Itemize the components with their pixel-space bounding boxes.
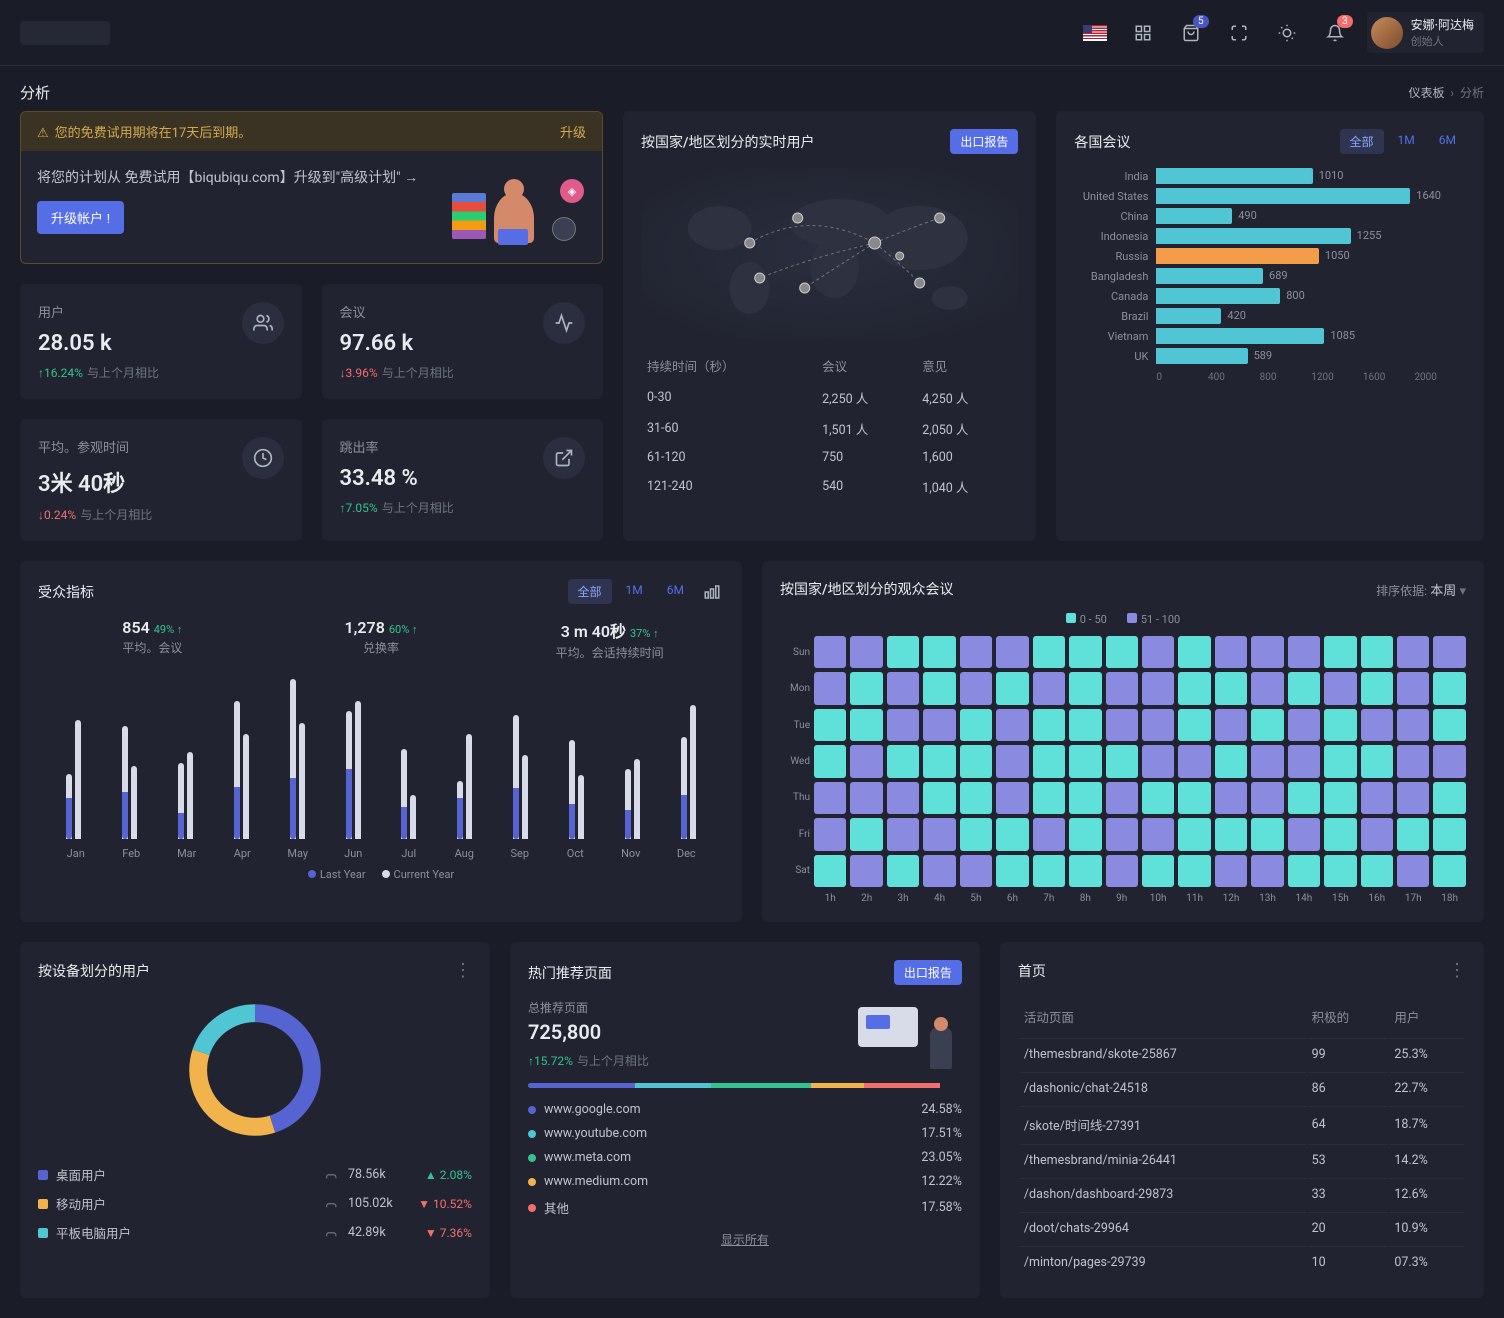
chart-settings-icon[interactable] [700, 580, 724, 604]
clock-icon [242, 437, 284, 479]
cart-icon[interactable]: 5 [1175, 17, 1207, 49]
referral-row: www.google.com 24.58% [528, 1102, 962, 1117]
ref-total-label: 总推荐页面 [528, 999, 649, 1016]
breadcrumb: 仪表板 › 分析 [1408, 84, 1484, 101]
device-legend-row: 平板电脑用户 42.89k ▼ 7.36% [38, 1223, 472, 1242]
external-icon [543, 437, 585, 479]
breadcrumb-current: 分析 [1460, 86, 1484, 100]
ref-total-value: 725,800 [528, 1020, 649, 1044]
filter-6M[interactable]: 6M [1429, 129, 1466, 154]
table-row[interactable]: /minton/pages-297391007.3% [1020, 1246, 1464, 1278]
referrals-title: 热门推荐页面 [528, 963, 612, 983]
table-row[interactable]: /themesbrand/minia-264415314.2% [1020, 1144, 1464, 1176]
devices-title: 按设备划分的用户 [38, 961, 150, 981]
heatmap-sort[interactable]: 排序依据: 本周 ▾ [1376, 580, 1466, 599]
user-menu[interactable]: 安娜·阿达梅 创始人 [1367, 12, 1484, 53]
audience-metrics-card: 受众指标 全部1M6M 85449% ↑ 平均。会议 1,27860% ↑ 兑换… [20, 561, 742, 922]
top-referrals-card: 热门推荐页面 出口报告 总推荐页面 725,800 ↑15.72%与上个月相比 … [510, 942, 980, 1298]
upgrade-link[interactable]: 升级 [560, 122, 586, 141]
more-icon[interactable]: ⋮ [454, 960, 472, 981]
stat-card: 跳出率 33.48 % ↑7.05%与上个月相比 [322, 419, 604, 541]
table-row[interactable]: /themesbrand/skote-258679925.3% [1020, 1038, 1464, 1070]
filter-全部[interactable]: 全部 [1340, 129, 1384, 154]
audience-title: 受众指标 [38, 582, 94, 602]
export-referrals-button[interactable]: 出口报告 [894, 960, 962, 985]
bar-row: China 490 [1074, 208, 1466, 224]
trial-alert-card: ⚠您的免费试用期将在17天后到期。 升级 将您的计划从 免费试用【biqubiq… [20, 111, 603, 264]
top-pages-title: 首页 [1018, 961, 1046, 981]
table-row[interactable]: /doot/chats-299642010.9% [1020, 1212, 1464, 1244]
fullscreen-icon[interactable] [1223, 17, 1255, 49]
stat-card: 平均。参观时间 3米 40秒 ↓0.24%与上个月相比 [20, 419, 302, 541]
bar-row: Russia 1050 [1074, 248, 1466, 264]
top-pages-table: 活动页面积极的用户/themesbrand/skote-258679925.3%… [1018, 995, 1466, 1280]
user-avatar [1371, 17, 1403, 49]
table-row[interactable]: /dashon/dashboard-298733312.6% [1020, 1178, 1464, 1210]
bar-row: Brazil 420 [1074, 308, 1466, 324]
realtime-users-card: 按国家/地区划分的实时用户 出口报告 [623, 111, 1036, 541]
bar-row: Vietnam 1085 [1074, 328, 1466, 344]
table-row[interactable]: /skote/时间线-273916418.7% [1020, 1106, 1464, 1142]
user-name: 安娜·阿达梅 [1411, 16, 1474, 33]
stat-card: 会议 97.66 k ↓3.96%与上个月相比 [322, 284, 604, 399]
metric: 85449% ↑ 平均。会议 [38, 618, 267, 661]
donut-chart [180, 995, 330, 1145]
alert-body-text: 将您的计划从 免费试用【biqubiqu.com】升级到"高级计划" → [37, 167, 418, 187]
top-pages-card: 首页 ⋮ 活动页面积极的用户/themesbrand/skote-2586799… [1000, 942, 1484, 1298]
bar-row: Canada 800 [1074, 288, 1466, 304]
metric: 1,27860% ↑ 兑换率 [267, 618, 496, 661]
sessions-country-title: 各国会议 [1074, 132, 1130, 152]
logo-placeholder [20, 21, 110, 45]
world-map[interactable] [641, 168, 1018, 338]
metric: 3 m 40秒37% ↑ 平均。会话持续时间 [495, 618, 724, 661]
users-by-device-card: 按设备划分的用户 ⋮ 桌面用户 78.56k ▲ 2.08% 移动用户 105.… [20, 942, 490, 1298]
upgrade-illustration: ◈ [446, 167, 586, 247]
bar-row: United States 1640 [1074, 188, 1466, 204]
users-icon [242, 302, 284, 344]
bar-row: India 1010 [1074, 168, 1466, 184]
page-title: 分析 [20, 82, 50, 103]
referral-row: www.youtube.com 17.51% [528, 1126, 962, 1141]
realtime-table: 持续时间（秒）会议意见0-302,250 人4,250 人31-601,501 … [641, 348, 1018, 503]
language-flag[interactable] [1079, 17, 1111, 49]
notification-badge: 3 [1337, 15, 1353, 28]
realtime-title: 按国家/地区划分的实时用户 [641, 132, 814, 152]
stat-card: 用户 28.05 k ↑16.24%与上个月相比 [20, 284, 302, 399]
filter-6M[interactable]: 6M [657, 579, 694, 604]
filter-1M[interactable]: 1M [1388, 129, 1425, 154]
alert-message: ⚠您的免费试用期将在17天后到期。 [37, 122, 251, 141]
show-all-link[interactable]: 显示所有 [528, 1231, 962, 1248]
referral-illustration [852, 999, 962, 1069]
heatmap-card: 按国家/地区划分的观众会议 排序依据: 本周 ▾ 0 - 50 51 - 100… [762, 561, 1484, 922]
filter-1M[interactable]: 1M [616, 579, 653, 604]
theme-icon[interactable] [1271, 17, 1303, 49]
upgrade-button[interactable]: 升级帐户 ! [37, 201, 124, 234]
app-header: 5 3 安娜·阿达梅 创始人 [0, 0, 1504, 66]
table-row[interactable]: /dashonic/chat-245188622.7% [1020, 1072, 1464, 1104]
cart-badge: 5 [1193, 15, 1209, 28]
export-report-button[interactable]: 出口报告 [950, 129, 1018, 154]
notifications-icon[interactable]: 3 [1319, 17, 1351, 49]
bar-row: Indonesia 1255 [1074, 228, 1466, 244]
sessions-by-country-card: 各国会议 全部1M6M India 1010 United States 164… [1056, 111, 1484, 541]
apps-icon[interactable] [1127, 17, 1159, 49]
heatmap-title: 按国家/地区划分的观众会议 [780, 579, 953, 599]
device-legend-row: 移动用户 105.02k ▼ 10.52% [38, 1194, 472, 1213]
device-legend-row: 桌面用户 78.56k ▲ 2.08% [38, 1165, 472, 1184]
user-role: 创始人 [1411, 33, 1474, 49]
referral-row: www.medium.com 12.22% [528, 1174, 962, 1189]
bar-row: UK 589 [1074, 348, 1466, 364]
referral-row: www.meta.com 23.05% [528, 1150, 962, 1165]
bar-row: Bangladesh 689 [1074, 268, 1466, 284]
activity-icon [543, 302, 585, 344]
filter-全部[interactable]: 全部 [568, 579, 612, 604]
more-icon[interactable]: ⋮ [1448, 960, 1466, 981]
breadcrumb-root[interactable]: 仪表板 [1408, 86, 1444, 100]
